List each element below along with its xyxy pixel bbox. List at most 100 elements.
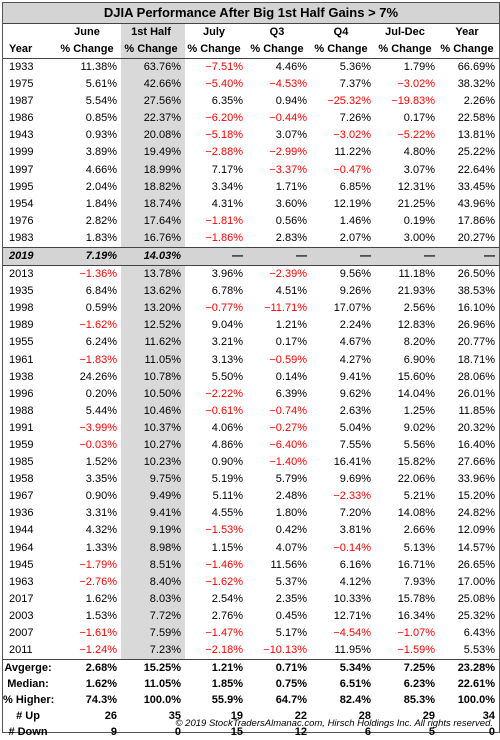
table-cell: 16.34% <box>397 609 435 622</box>
table-cell: 13.78% <box>121 265 185 284</box>
table-cell: 25.08% <box>457 592 495 605</box>
table-row: 1999 3.89% 19.49% −2.88% −2.99% 11.22% 4.80% 25… <box>3 144 499 162</box>
table-cell: 1987 <box>9 95 34 108</box>
table-cell: 1967 <box>9 490 34 503</box>
copyright-footer: © 2019 StockTradersAlmanac.com, Hirsch H… <box>175 718 493 729</box>
table-row: 1936 3.31% 9.41% 4.55% 1.80% 7.20% 14.08% 24.82… <box>3 505 499 523</box>
table-cell: 21.93% <box>397 285 435 298</box>
table-cell: 1955 <box>9 336 34 349</box>
table-row: 1959 −0.03% 10.27% 4.86% −6.40% 7.55% 5.56% 16.… <box>3 436 499 455</box>
table-cell: −4.53% <box>269 78 307 91</box>
table-cell: 1954 <box>9 197 34 210</box>
table-cell: −11.71% <box>264 302 307 315</box>
table-cell: % Change <box>375 41 439 59</box>
table-cell: June <box>74 26 100 38</box>
table-cell: −2.99% <box>269 146 307 159</box>
table-cell: 25.22% <box>457 146 495 159</box>
table-row: 1987 5.54% 27.56% 6.35% 0.94% −25.32% −19.83% 2… <box>3 93 499 111</box>
table-cell: 9 <box>110 726 117 739</box>
table-cell: 16.71% <box>397 558 435 571</box>
table-cell: −1.40% <box>269 456 307 469</box>
table-cell: 2.48% <box>275 490 307 503</box>
table-cell: 6.35% <box>211 95 243 108</box>
table-cell: 15.82% <box>397 456 435 469</box>
table-cell: 2007 <box>9 627 34 639</box>
table-cell: 5.04% <box>339 421 371 434</box>
table-cell: 8.40% <box>121 573 185 591</box>
table-row: 1964 1.33% 8.98% 1.15% 4.07% −0.14% 5.13% 14.57… <box>3 539 499 557</box>
table-cell: −7.51% <box>205 61 243 73</box>
table-cell: −0.27% <box>269 421 307 434</box>
table-cell: 2.54% <box>211 592 243 605</box>
table-cell: 7.37% <box>339 78 371 91</box>
table-cell: −2.18% <box>205 644 243 657</box>
table-cell: 26.65% <box>457 558 495 571</box>
header-row: Year% Change% Change% Change% Change% Ch… <box>3 41 499 59</box>
table-cell: 9.41% <box>339 370 371 383</box>
table-cell: 4.46% <box>275 61 307 73</box>
table-cell: — <box>247 247 311 267</box>
table-cell: 11.62% <box>121 334 185 352</box>
table-cell: 42.66% <box>121 76 185 94</box>
table-cell: 10.33% <box>333 592 371 605</box>
table-cell: 19.49% <box>121 144 185 162</box>
table-cell: 2.63% <box>339 404 371 417</box>
table-cell: 7.55% <box>339 438 371 451</box>
table-row: 1985 1.52% 10.23% 0.90% −1.40% 16.41% 15.82% 27… <box>3 454 499 472</box>
table-cell: — <box>375 247 439 267</box>
table-cell: % Change <box>185 41 247 59</box>
table-cell: 6.16% <box>339 558 371 571</box>
table-cell: 2.04% <box>85 180 117 193</box>
table-cell: 11.05% <box>144 678 181 691</box>
table-cell: 3.21% <box>211 336 243 349</box>
table-cell: 1.85% <box>211 678 243 691</box>
table-cell: −3.99% <box>79 421 117 434</box>
table-cell: % Change <box>247 41 311 59</box>
table-cell: 1997 <box>9 163 34 176</box>
current-year-row: 2019 7.19% 14.03% — — — — — <box>3 247 499 267</box>
table-cell: 1.80% <box>275 507 307 520</box>
table-cell: 5.11% <box>212 490 243 503</box>
table-cell: 18.99% <box>121 161 185 179</box>
table-cell: 0.71% <box>247 659 311 677</box>
table-cell: 9.62% <box>339 387 371 400</box>
table-cell: 64.7% <box>275 694 307 707</box>
table-cell: 9.04% <box>211 319 243 332</box>
table-cell: 5.21% <box>403 490 435 503</box>
table-cell: 1936 <box>9 507 34 520</box>
table-cell: 1.25% <box>403 404 435 417</box>
table-cell: 4.32% <box>85 524 117 537</box>
table-cell: 8.03% <box>121 590 185 608</box>
table-cell: 16.40% <box>457 438 495 451</box>
table-cell: 2.35% <box>275 592 307 605</box>
table-cell: −2.39% <box>269 268 307 281</box>
table-cell: 7.93% <box>403 575 435 588</box>
table-cell: 33.96% <box>457 473 495 486</box>
table-cell: 2.66% <box>403 524 435 537</box>
table-cell: 0.17% <box>275 336 307 349</box>
table-cell: −0.77% <box>205 302 243 315</box>
summary-row: Avgerge: 2.68% 15.25% 1.21% 0.71% 5.34% 7.25% 2… <box>3 659 499 677</box>
table-cell: 6.51% <box>339 678 371 691</box>
table-cell: 0 <box>174 726 181 739</box>
table-cell: 7.59% <box>121 625 185 643</box>
table-cell: 14.57% <box>457 541 495 554</box>
table-cell: 38.32% <box>457 78 495 91</box>
table-cell: −1.86% <box>205 231 243 244</box>
table-cell: 5.34% <box>311 659 375 677</box>
table-cell: 66.69% <box>457 61 495 73</box>
table-row: 2007 −1.61% 7.59% −1.47% 5.17% −4.54% −1.07% 6.… <box>3 625 499 643</box>
table-cell: Median: <box>7 678 49 691</box>
table-cell: 0.20% <box>85 387 117 400</box>
table-cell: 12.71% <box>333 609 371 622</box>
table-cell: 6.84% <box>85 285 117 298</box>
table-cell: 5.53% <box>463 644 495 657</box>
table-row: 1997 4.66% 18.99% 7.17% −3.37% −0.47% 3.07% 22.… <box>3 161 499 179</box>
table-cell: 9.02% <box>403 421 435 434</box>
table-cell: 20.77% <box>457 336 495 349</box>
table-cell: 3.00% <box>403 231 435 244</box>
table-cell: 2.76% <box>211 609 243 622</box>
header-row: June 1st Half July Q3 Q4 Jul-Dec Year <box>3 24 499 41</box>
table-cell: 11.56% <box>270 558 308 571</box>
table-cell: 0.19% <box>403 214 435 227</box>
